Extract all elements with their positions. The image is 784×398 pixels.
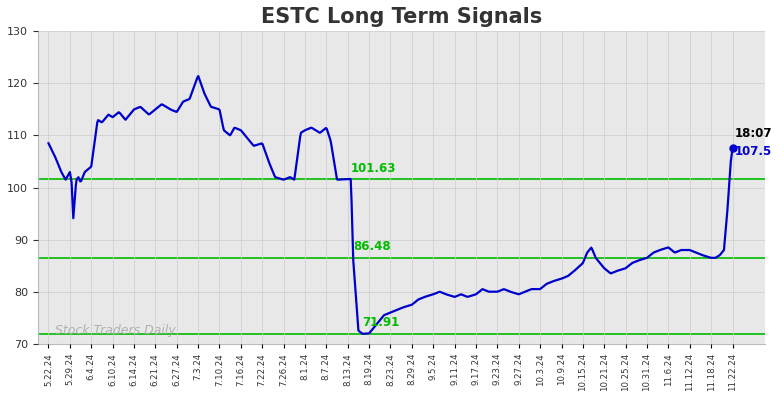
- Text: 101.63: 101.63: [351, 162, 397, 174]
- Text: Stock Traders Daily: Stock Traders Daily: [55, 324, 176, 337]
- Text: 107.5: 107.5: [735, 145, 772, 158]
- Text: 18:07: 18:07: [735, 127, 772, 140]
- Text: 71.91: 71.91: [363, 316, 400, 329]
- Title: ESTC Long Term Signals: ESTC Long Term Signals: [260, 7, 542, 27]
- Text: 86.48: 86.48: [353, 240, 390, 253]
